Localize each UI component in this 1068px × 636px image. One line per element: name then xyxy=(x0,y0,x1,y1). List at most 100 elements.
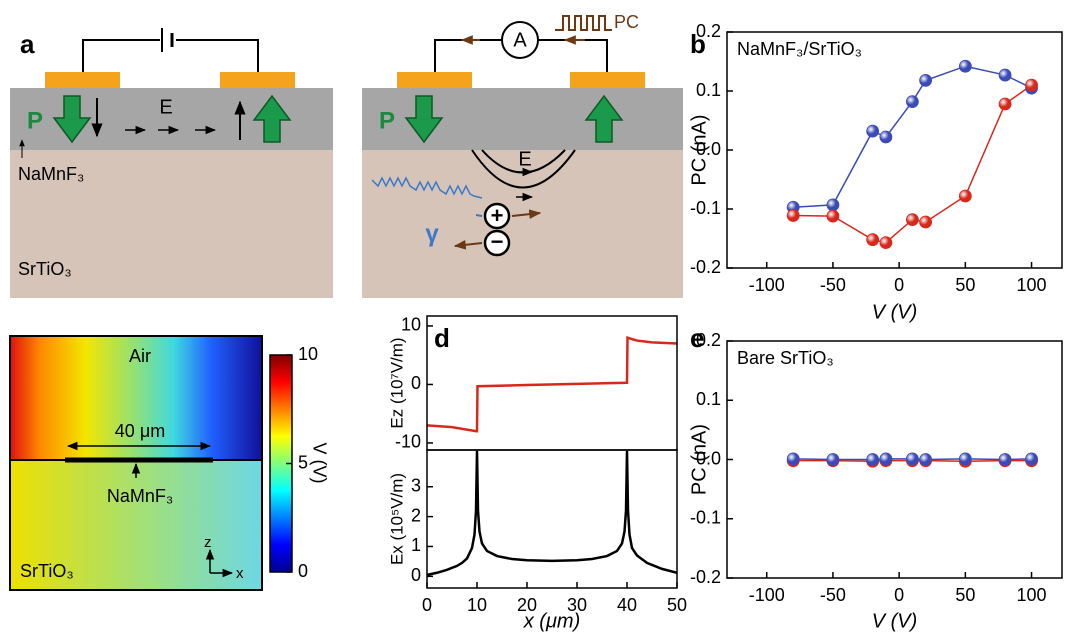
y-tick-label: 2 xyxy=(411,505,421,525)
y-axis-label: Ex (10⁵V/m) xyxy=(387,473,406,565)
x-tick-label: -50 xyxy=(820,585,846,605)
substrate-label: SrTiO₃ xyxy=(20,561,74,581)
potential-map xyxy=(9,335,293,591)
data-point xyxy=(919,73,933,87)
x-tick-label: 100 xyxy=(1017,275,1047,295)
data-line xyxy=(793,65,1032,208)
ammeter-label: A xyxy=(513,29,527,51)
signal-label: PC xyxy=(614,12,639,32)
air-label: Air xyxy=(129,346,151,366)
colorbar-label: V (V) xyxy=(309,442,329,483)
y-tick-label: 0.0 xyxy=(696,139,721,159)
x-tick-label: 0 xyxy=(894,275,904,295)
x-tick-label: 50 xyxy=(955,585,975,605)
data-point xyxy=(1025,452,1038,466)
data-point xyxy=(958,59,972,73)
device-left xyxy=(10,28,333,298)
data-point xyxy=(786,209,800,222)
x-tick-label: 10 xyxy=(467,595,487,615)
axis-x: x xyxy=(236,565,244,582)
polarization-label: P xyxy=(27,107,43,134)
plus-sign: + xyxy=(491,203,504,228)
x-tick-label: 30 xyxy=(567,595,587,615)
data-point xyxy=(998,453,1012,466)
plot-area xyxy=(427,335,677,433)
annotation: NaMnF₃/SrTiO₃ xyxy=(737,39,862,59)
data-line xyxy=(427,335,677,433)
y-tick-label: 0.2 xyxy=(696,330,721,350)
data-line xyxy=(427,450,677,577)
film-label: NaMnF₃ xyxy=(107,486,173,506)
y-tick-label: 0.1 xyxy=(696,80,721,100)
data-point xyxy=(958,189,972,203)
y-tick-label: -0.2 xyxy=(690,257,721,277)
data-point xyxy=(905,452,919,466)
device-right xyxy=(362,15,683,298)
colorbar-tick-label: 10 xyxy=(298,344,318,364)
axes-frame xyxy=(726,340,1063,579)
data-point xyxy=(866,233,880,247)
y-tick-label: -0.1 xyxy=(690,508,721,528)
y-tick-label: 1 xyxy=(411,535,421,555)
radiation-label: γ xyxy=(425,220,439,247)
data-point xyxy=(905,213,919,227)
field-label: E xyxy=(518,148,531,170)
data-point xyxy=(919,215,933,229)
y-tick-label: -0.1 xyxy=(690,198,721,218)
panel-label: e xyxy=(690,323,704,353)
y-axis-label: PC (nA) xyxy=(688,424,710,495)
x-tick-label: 0 xyxy=(894,585,904,605)
data-point xyxy=(998,68,1012,82)
y-tick-label: 10 xyxy=(401,315,421,335)
data-point xyxy=(866,453,880,466)
panel-label: d xyxy=(434,323,450,353)
y-tick-label: 0 xyxy=(411,373,421,393)
substrate-label: SrTiO₃ xyxy=(18,259,72,279)
x-tick-label: -100 xyxy=(749,275,785,295)
data-point xyxy=(879,452,893,466)
y-tick-label: 0 xyxy=(411,565,421,585)
x-axis-label: x (μm) xyxy=(523,610,581,632)
colorbar-tick-label: 5 xyxy=(298,452,308,472)
axes-frame xyxy=(726,31,1063,269)
x-axis-label: V (V) xyxy=(872,610,918,632)
axes-frame xyxy=(426,449,678,589)
data-point xyxy=(998,97,1012,111)
data-point xyxy=(826,198,840,212)
film-label: NaMnF₃ xyxy=(18,164,84,184)
x-tick-label: 50 xyxy=(667,595,687,615)
colorbar-tick-label: 0 xyxy=(298,561,308,581)
data-point xyxy=(786,452,800,466)
minus-sign: − xyxy=(491,229,504,254)
data-point xyxy=(826,209,840,223)
y-tick-label: 3 xyxy=(411,475,421,495)
y-tick-label: 0.0 xyxy=(696,448,721,468)
data-point xyxy=(919,453,933,466)
panel-label: a xyxy=(20,29,35,59)
data-point xyxy=(905,95,919,109)
data-point xyxy=(879,130,893,144)
polarization-label: P xyxy=(379,107,395,134)
plot-area xyxy=(427,450,677,577)
x-tick-label: -50 xyxy=(820,275,846,295)
panel-label: b xyxy=(690,29,706,59)
data-point xyxy=(826,453,840,466)
field-label: E xyxy=(159,96,172,118)
y-tick-label: -0.2 xyxy=(690,567,721,587)
y-axis-label: Ez (10⁷V/m) xyxy=(387,337,406,428)
data-point xyxy=(866,124,880,138)
gap-label: 40 μm xyxy=(115,421,165,441)
y-tick-label: 0.1 xyxy=(696,389,721,409)
x-tick-label: 0 xyxy=(422,595,432,615)
data-point xyxy=(879,236,893,250)
x-tick-label: -100 xyxy=(749,585,785,605)
y-tick-label: -10 xyxy=(395,432,421,452)
annotation: Bare SrTiO₃ xyxy=(737,348,834,368)
x-tick-label: 20 xyxy=(517,595,537,615)
x-axis-label: V (V) xyxy=(872,301,918,323)
x-tick-label: 40 xyxy=(617,595,637,615)
y-axis-label: PC (nA) xyxy=(688,114,710,185)
y-tick-label: 0.2 xyxy=(696,21,721,41)
x-tick-label: 50 xyxy=(955,275,975,295)
